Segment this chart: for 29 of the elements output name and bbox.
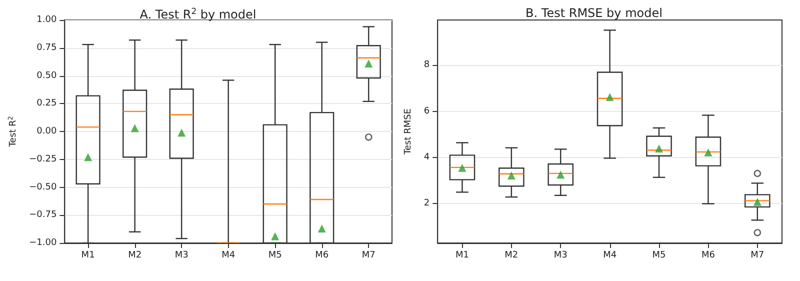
x-tick-label: M1 bbox=[81, 250, 95, 260]
y-tick-label: 0.50 bbox=[36, 70, 57, 81]
y-tick-label: 0.25 bbox=[36, 98, 57, 109]
y-tick-label: −1.00 bbox=[29, 238, 57, 248]
x-tick-label: M7 bbox=[750, 250, 764, 260]
chart-title: B. Test RMSE by model bbox=[526, 6, 662, 20]
y-tick-label: 2 bbox=[424, 198, 430, 209]
y-tick-label: 1.00 bbox=[36, 15, 57, 25]
x-tick-label: M5 bbox=[268, 250, 282, 260]
x-tick-label: M5 bbox=[652, 250, 666, 260]
y-tick-label: 0.00 bbox=[36, 126, 57, 136]
y-tick-label: 4 bbox=[424, 152, 430, 162]
y-tick-label: −0.50 bbox=[29, 182, 57, 192]
x-tick-label: M3 bbox=[174, 250, 188, 260]
x-tick-label: M2 bbox=[504, 250, 518, 260]
y-tick-label: −0.75 bbox=[29, 210, 57, 220]
x-tick-label: M7 bbox=[362, 250, 376, 260]
y-axis-title: Test RMSE bbox=[404, 108, 414, 156]
x-tick-label: M1 bbox=[455, 250, 469, 260]
x-tick-label: M6 bbox=[701, 250, 716, 260]
x-tick-label: M4 bbox=[222, 250, 236, 260]
x-tick-label: M2 bbox=[128, 250, 142, 260]
y-tick-label: 6 bbox=[424, 106, 430, 116]
x-tick-label: M3 bbox=[554, 250, 568, 260]
y-tick-label: 0.75 bbox=[36, 42, 57, 53]
x-tick-label: M4 bbox=[603, 250, 617, 260]
y-tick-label: 8 bbox=[424, 60, 430, 70]
x-tick-label: M6 bbox=[315, 250, 329, 260]
y-tick-label: −0.25 bbox=[29, 154, 57, 164]
